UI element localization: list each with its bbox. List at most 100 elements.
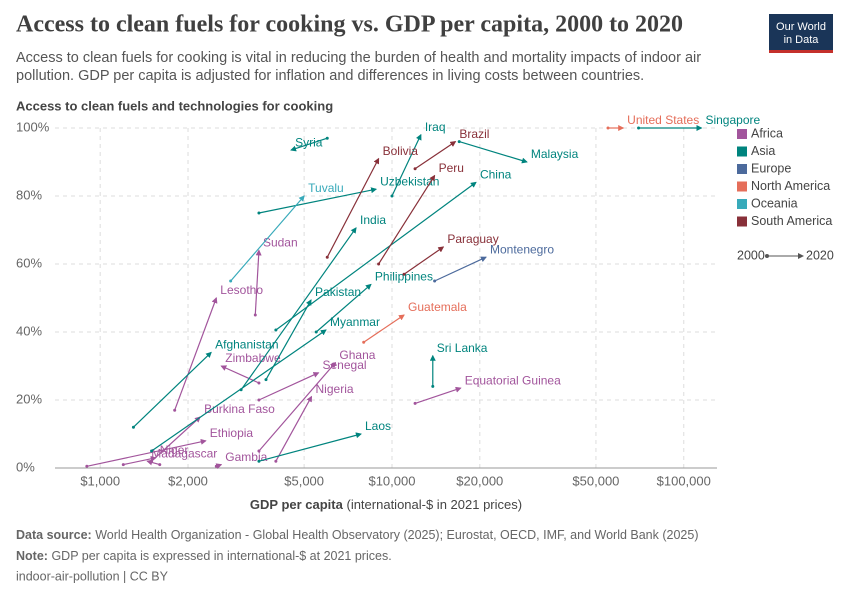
country-label: Uzbekistan bbox=[380, 174, 439, 188]
logo-box bbox=[769, 14, 833, 52]
country-label: Lesotho bbox=[220, 283, 263, 297]
country-label: Afghanistan bbox=[215, 338, 278, 352]
arrow bbox=[123, 455, 157, 466]
x-tick-label: $10,000 bbox=[368, 473, 415, 488]
country-label: Tuvalu bbox=[308, 181, 344, 195]
source-text: World Health Organization - Global Healt… bbox=[95, 528, 698, 542]
country-label: Nigeria bbox=[316, 382, 354, 396]
y-tick-label: 100% bbox=[16, 119, 50, 134]
y-tick-label: 80% bbox=[16, 187, 42, 202]
country-label: Burkina Faso bbox=[204, 402, 275, 416]
country-label: Zimbabwe bbox=[225, 351, 281, 365]
legend-swatch bbox=[737, 164, 747, 174]
note-text: GDP per capita is expressed in internati… bbox=[51, 549, 391, 563]
y-tick-label: 20% bbox=[16, 391, 42, 406]
arrow bbox=[240, 227, 357, 391]
logo-text: Our World bbox=[776, 21, 826, 33]
arrow bbox=[326, 157, 380, 258]
arrow bbox=[258, 432, 362, 462]
arrow bbox=[258, 187, 378, 214]
note-label: Note: bbox=[16, 549, 48, 563]
country-label: Sudan bbox=[263, 236, 298, 250]
arrow bbox=[363, 314, 405, 343]
arrow bbox=[258, 372, 320, 401]
country-label: Sri Lanka bbox=[437, 341, 488, 355]
country-label: Philippines bbox=[375, 270, 433, 284]
country-label: Madagascar bbox=[151, 446, 217, 460]
arrow bbox=[151, 416, 201, 462]
arrow bbox=[459, 141, 528, 164]
y-tick-label: 60% bbox=[16, 255, 42, 270]
country-label: Myanmar bbox=[330, 315, 380, 329]
legend-dot bbox=[765, 254, 769, 258]
logo-text: in Data bbox=[784, 34, 820, 46]
x-axis-title: GDP per capita (international-$ in 2021 … bbox=[250, 497, 522, 512]
legend-swatch bbox=[737, 146, 747, 157]
legend-label: North America bbox=[751, 179, 830, 193]
y-axis-title: Access to clean fuels and technologies f… bbox=[16, 98, 333, 113]
country-label: Ethiopia bbox=[210, 426, 254, 440]
x-axis-title-main: GDP per capita bbox=[250, 497, 344, 512]
source-label: Data source: bbox=[16, 528, 92, 542]
country-label: Peru bbox=[439, 161, 464, 175]
arrow bbox=[133, 351, 212, 428]
arrow bbox=[275, 395, 313, 462]
arrow bbox=[290, 137, 328, 152]
arrow bbox=[254, 249, 262, 316]
legend-label: Europe bbox=[751, 161, 791, 175]
country-label: Pakistan bbox=[315, 285, 361, 299]
country-label: Syria bbox=[295, 135, 323, 149]
arrow bbox=[151, 329, 327, 452]
country-label: Laos bbox=[365, 419, 391, 433]
country-label: Malaysia bbox=[531, 147, 579, 161]
x-axis-unit: (international-$ in 2021 prices) bbox=[346, 497, 522, 512]
legend-label: Oceania bbox=[751, 196, 798, 210]
arrow bbox=[315, 283, 372, 333]
country-label: Singapore bbox=[705, 113, 760, 127]
legend-end: 2020 bbox=[806, 248, 834, 262]
country-label: Montenegro bbox=[490, 242, 554, 256]
x-tick-label: $50,000 bbox=[572, 473, 619, 488]
legend-label: South America bbox=[751, 214, 832, 228]
footer-note: Note: GDP per capita is expressed in int… bbox=[16, 549, 392, 563]
arrow bbox=[414, 386, 462, 404]
y-tick-label: 40% bbox=[16, 323, 42, 338]
country-label: Equatorial Guinea bbox=[465, 373, 561, 387]
arrow bbox=[215, 463, 223, 470]
x-tick-label: $20,000 bbox=[456, 473, 503, 488]
country-label: India bbox=[360, 213, 386, 227]
footer-source: Data source: World Health Organization -… bbox=[16, 528, 699, 542]
country-label: Ghana bbox=[339, 348, 375, 362]
arrow bbox=[230, 195, 305, 282]
legend-swatch bbox=[737, 129, 747, 139]
arrow bbox=[378, 174, 436, 265]
arrow bbox=[86, 438, 207, 467]
logo-bar bbox=[769, 50, 833, 53]
legend-swatch bbox=[737, 216, 747, 227]
subtitle: Access to clean fuels for cooking is vit… bbox=[16, 50, 701, 66]
y-tick-label: 0% bbox=[16, 459, 35, 474]
arrow bbox=[146, 459, 160, 466]
x-tick-label: $2,000 bbox=[168, 473, 208, 488]
subtitle: pollution. GDP per capita is adjusted fo… bbox=[16, 68, 644, 84]
country-label: Paraguay bbox=[447, 232, 498, 246]
legend-swatch bbox=[737, 199, 747, 209]
chart-title: Access to clean fuels for cooking vs. GD… bbox=[16, 12, 683, 38]
legend-swatch bbox=[737, 181, 747, 192]
legend-label: Africa bbox=[751, 126, 783, 140]
arrow bbox=[174, 297, 218, 411]
country-label: Niger bbox=[160, 443, 189, 457]
country-label: Iraq bbox=[425, 120, 446, 134]
arrow bbox=[434, 256, 487, 282]
x-tick-label: $1,000 bbox=[80, 473, 120, 488]
x-tick-label: $5,000 bbox=[284, 473, 324, 488]
country-label: Senegal bbox=[323, 358, 367, 372]
country-label: United States bbox=[627, 113, 699, 127]
arrow bbox=[258, 361, 337, 452]
country-label: Guatemala bbox=[408, 300, 467, 314]
legend-start: 2000 bbox=[737, 248, 765, 262]
footer-slug: indoor-air-pollution | CC BY bbox=[16, 569, 169, 583]
x-tick-label: $100,000 bbox=[657, 473, 711, 488]
country-label: Gambia bbox=[225, 450, 267, 464]
